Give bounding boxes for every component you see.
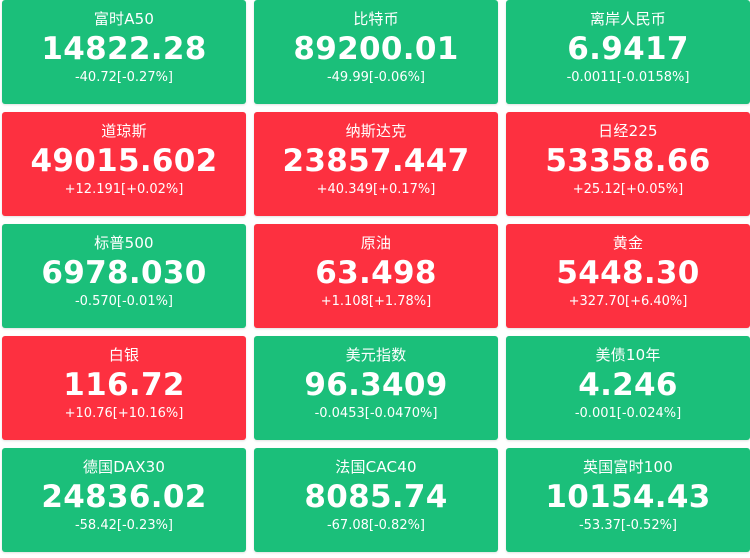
market-tile-dow-jones[interactable]: 道琼斯 49015.602 +12.191[+0.02%] [2,112,246,216]
market-price: 6978.030 [41,255,207,291]
market-tile-nikkei-225[interactable]: 日经225 53358.66 +25.12[+0.05%] [506,112,750,216]
market-price: 5448.30 [556,255,700,291]
market-tile-dax-30[interactable]: 德国DAX30 24836.02 -58.42[-0.23%] [2,448,246,552]
market-tile-us-10y-treasury[interactable]: 美债10年 4.246 -0.001[-0.024%] [506,336,750,440]
market-tile-bitcoin[interactable]: 比特币 89200.01 -49.99[-0.06%] [254,0,498,104]
market-change: +12.191[+0.02%] [64,182,184,197]
market-price: 89200.01 [293,31,459,67]
market-name: 英国富时100 [582,458,674,476]
market-change: +25.12[+0.05%] [572,182,684,197]
market-tile-dollar-index[interactable]: 美元指数 96.3409 -0.0453[-0.0470%] [254,336,498,440]
market-price: 53358.66 [545,143,711,179]
market-name: 法国CAC40 [335,458,417,476]
market-price: 10154.43 [545,479,711,515]
market-tile-crude-oil[interactable]: 原油 63.498 +1.108[+1.78%] [254,224,498,328]
market-price: 96.3409 [304,367,448,403]
market-name: 美债10年 [595,346,661,364]
market-name: 德国DAX30 [82,458,166,476]
market-change: -0.570[-0.01%] [74,294,174,309]
market-name: 离岸人民币 [589,10,666,28]
market-price: 49015.602 [30,143,218,179]
market-price: 116.72 [63,367,185,403]
market-name: 富时A50 [93,10,155,28]
market-price: 6.9417 [567,31,689,67]
market-name: 白银 [108,346,140,364]
market-change: +10.76[+10.16%] [64,406,184,421]
market-tile-gold[interactable]: 黄金 5448.30 +327.70[+6.40%] [506,224,750,328]
market-tile-ftse-100[interactable]: 英国富时100 10154.43 -53.37[-0.52%] [506,448,750,552]
market-change: +40.349[+0.17%] [316,182,436,197]
market-change: -0.001[-0.024%] [574,406,682,421]
market-name: 标普500 [94,234,154,252]
market-name: 纳斯达克 [345,122,407,140]
market-tile-offshore-cny[interactable]: 离岸人民币 6.9417 -0.0011[-0.0158%] [506,0,750,104]
market-change: +327.70[+6.40%] [568,294,688,309]
market-name: 日经225 [598,122,658,140]
market-name: 道琼斯 [101,122,147,140]
market-tile-ftse-china-a50[interactable]: 富时A50 14822.28 -40.72[-0.27%] [2,0,246,104]
market-change: -40.72[-0.27%] [74,70,174,85]
market-tile-cac-40[interactable]: 法国CAC40 8085.74 -67.08[-0.82%] [254,448,498,552]
market-name: 原油 [360,234,392,252]
market-change: -67.08[-0.82%] [326,518,426,533]
market-tile-silver[interactable]: 白银 116.72 +10.76[+10.16%] [2,336,246,440]
market-price: 14822.28 [41,31,207,67]
market-tile-sp-500[interactable]: 标普500 6978.030 -0.570[-0.01%] [2,224,246,328]
market-change: -49.99[-0.06%] [326,70,426,85]
market-price: 24836.02 [41,479,207,515]
market-name: 美元指数 [345,346,407,364]
market-change: -0.0011[-0.0158%] [566,70,690,85]
market-change: -58.42[-0.23%] [74,518,174,533]
market-change: -53.37[-0.52%] [578,518,678,533]
market-tile-nasdaq[interactable]: 纳斯达克 23857.447 +40.349[+0.17%] [254,112,498,216]
market-name: 黄金 [612,234,644,252]
market-price: 23857.447 [282,143,470,179]
market-change: -0.0453[-0.0470%] [314,406,438,421]
market-price: 4.246 [578,367,678,403]
market-name: 比特币 [353,10,399,28]
market-price: 8085.74 [304,479,448,515]
market-price: 63.498 [315,255,437,291]
market-change: +1.108[+1.78%] [320,294,432,309]
